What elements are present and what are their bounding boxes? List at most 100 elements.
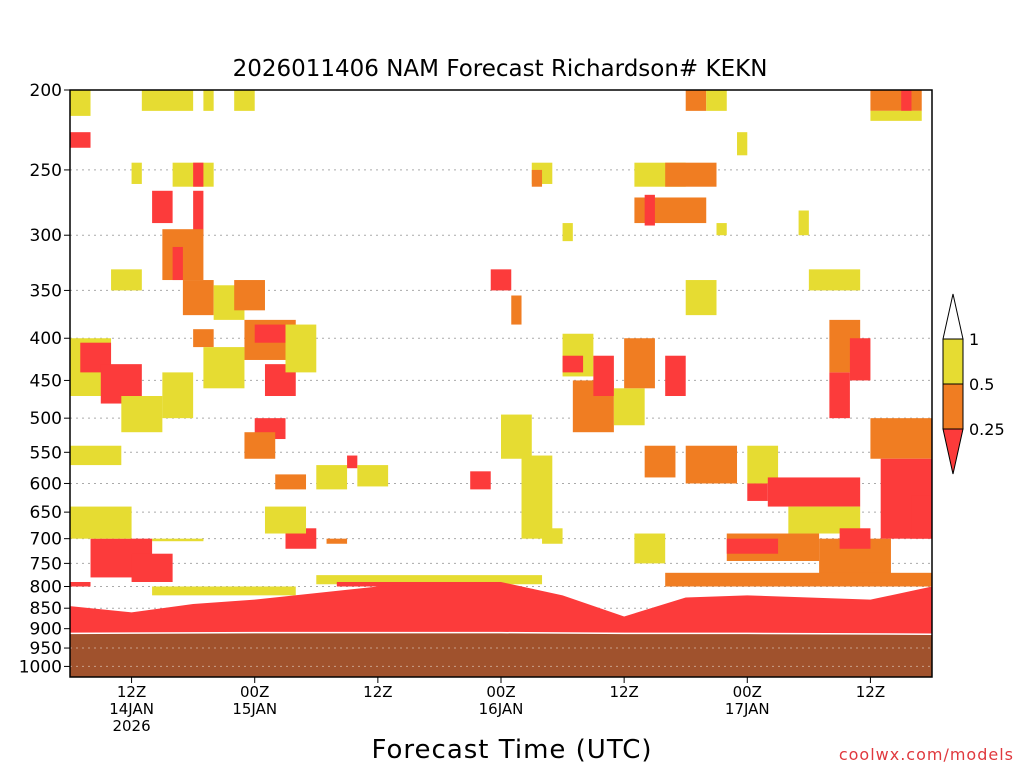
ri-cell: [141, 90, 194, 111]
x-tick-label: 14JAN: [109, 700, 154, 718]
ri-cell: [665, 572, 932, 587]
ri-cell: [70, 506, 132, 539]
y-tick-label-550: 550: [30, 443, 62, 463]
ri-cell: [152, 586, 296, 596]
ri-cell: [511, 295, 522, 325]
y-tick-label-900: 900: [30, 620, 62, 640]
ri-cell: [634, 533, 666, 564]
y-tick-label-300: 300: [30, 226, 62, 246]
ri-cell: [767, 477, 861, 507]
x-tick-label: 15JAN: [232, 700, 277, 718]
x-tick-label: 00Z: [486, 683, 515, 701]
ri-cell: [152, 190, 173, 224]
ri-cell: [490, 269, 512, 291]
x-tick-label: 00Z: [240, 683, 269, 701]
ri-cell: [562, 223, 573, 242]
ri-cell: [275, 474, 307, 490]
ri-cell: [326, 538, 348, 544]
ri-cell: [747, 483, 768, 501]
ri-cell: [613, 388, 645, 426]
ri-cell: [542, 528, 563, 544]
chart-title: 2026011406 NAM Forecast Richardson# KEKN: [233, 56, 768, 82]
ri-cell: [203, 90, 214, 111]
ri-cell: [70, 132, 91, 148]
ri-cell: [162, 372, 194, 419]
ri-cell: [870, 90, 922, 111]
ri-cell: [182, 280, 214, 316]
ri-cell: [70, 581, 91, 587]
ri-cell: [193, 329, 214, 348]
ri-cell: [706, 90, 727, 111]
ri-cell: [901, 90, 912, 111]
y-tick-label-450: 450: [30, 371, 62, 391]
ri-cell: [70, 445, 122, 466]
ri-cell: [193, 162, 204, 187]
ri-cell: [665, 162, 717, 187]
legend-swatch-0.25-0.5: [942, 383, 964, 430]
ri-cell: [131, 553, 173, 582]
x-tick-label: 12Z: [117, 683, 146, 701]
y-tick-label-850: 850: [30, 599, 62, 619]
ri-cell: [644, 445, 676, 478]
ri-cell: [644, 194, 655, 226]
boundary-layer-band: [70, 581, 932, 635]
legend-arrow-top: [942, 293, 964, 340]
ri-cell: [521, 455, 553, 539]
x-axis-label: Forecast Time (UTC): [371, 735, 652, 765]
y-tick-label-650: 650: [30, 503, 62, 523]
ri-cell: [839, 528, 871, 549]
ri-cell: [808, 269, 861, 291]
legend-swatch-0.5-1: [942, 338, 964, 385]
ri-cell: [470, 471, 491, 490]
ri-cell: [665, 355, 686, 397]
color-legend: 0.25 0.5 1: [942, 293, 1005, 475]
y-tick-label-700: 700: [30, 530, 62, 550]
y-tick-label-350: 350: [30, 281, 62, 301]
ri-cell: [562, 355, 584, 373]
legend-arrow-bottom: [942, 428, 964, 475]
ri-cell: [244, 432, 276, 459]
x-tick-label: 00Z: [733, 683, 762, 701]
y-tick-label-750: 750: [30, 554, 62, 574]
y-tick-label-400: 400: [30, 329, 62, 349]
y-tick-label-500: 500: [30, 409, 62, 429]
ground-fill: [70, 632, 932, 677]
legend-level-1: 1: [969, 330, 979, 349]
ri-cell: [747, 445, 779, 484]
ri-cell: [285, 324, 317, 373]
ri-cell: [193, 190, 204, 236]
surface-line: [70, 631, 932, 635]
ri-cell: [254, 324, 286, 343]
ri-cell: [726, 538, 779, 554]
legend-level-0.25: 0.25: [969, 420, 1005, 439]
y-tick-label-950: 950: [30, 639, 62, 659]
ri-cell: [203, 347, 245, 389]
ri-cell: [829, 372, 850, 419]
ri-cell: [357, 465, 389, 487]
y-tick-label-250: 250: [30, 161, 62, 181]
ri-cell: [172, 246, 183, 281]
credit-link[interactable]: coolwx.com/models: [839, 745, 1014, 764]
x-tick-label: 16JAN: [479, 700, 524, 718]
ri-cells: [70, 90, 932, 596]
ri-cell: [849, 338, 871, 381]
ri-cell: [111, 269, 142, 291]
ri-cell: [685, 445, 738, 484]
ri-cell: [131, 162, 142, 184]
ri-cell: [737, 132, 748, 156]
ri-cell: [501, 414, 532, 459]
y-tick-label-800: 800: [30, 577, 62, 597]
ri-cell: [716, 223, 727, 236]
y-tick-label-1000: 1000: [19, 657, 62, 677]
legend-level-0.5: 0.5: [969, 375, 994, 394]
ri-cell: [316, 575, 543, 585]
boundary-layer: [70, 581, 932, 635]
ri-cell: [336, 581, 501, 587]
ri-cell: [685, 90, 707, 111]
ri-cell: [798, 210, 809, 236]
ri-cell: [870, 418, 932, 459]
ri-cell: [316, 465, 348, 490]
ri-cell: [152, 538, 204, 542]
